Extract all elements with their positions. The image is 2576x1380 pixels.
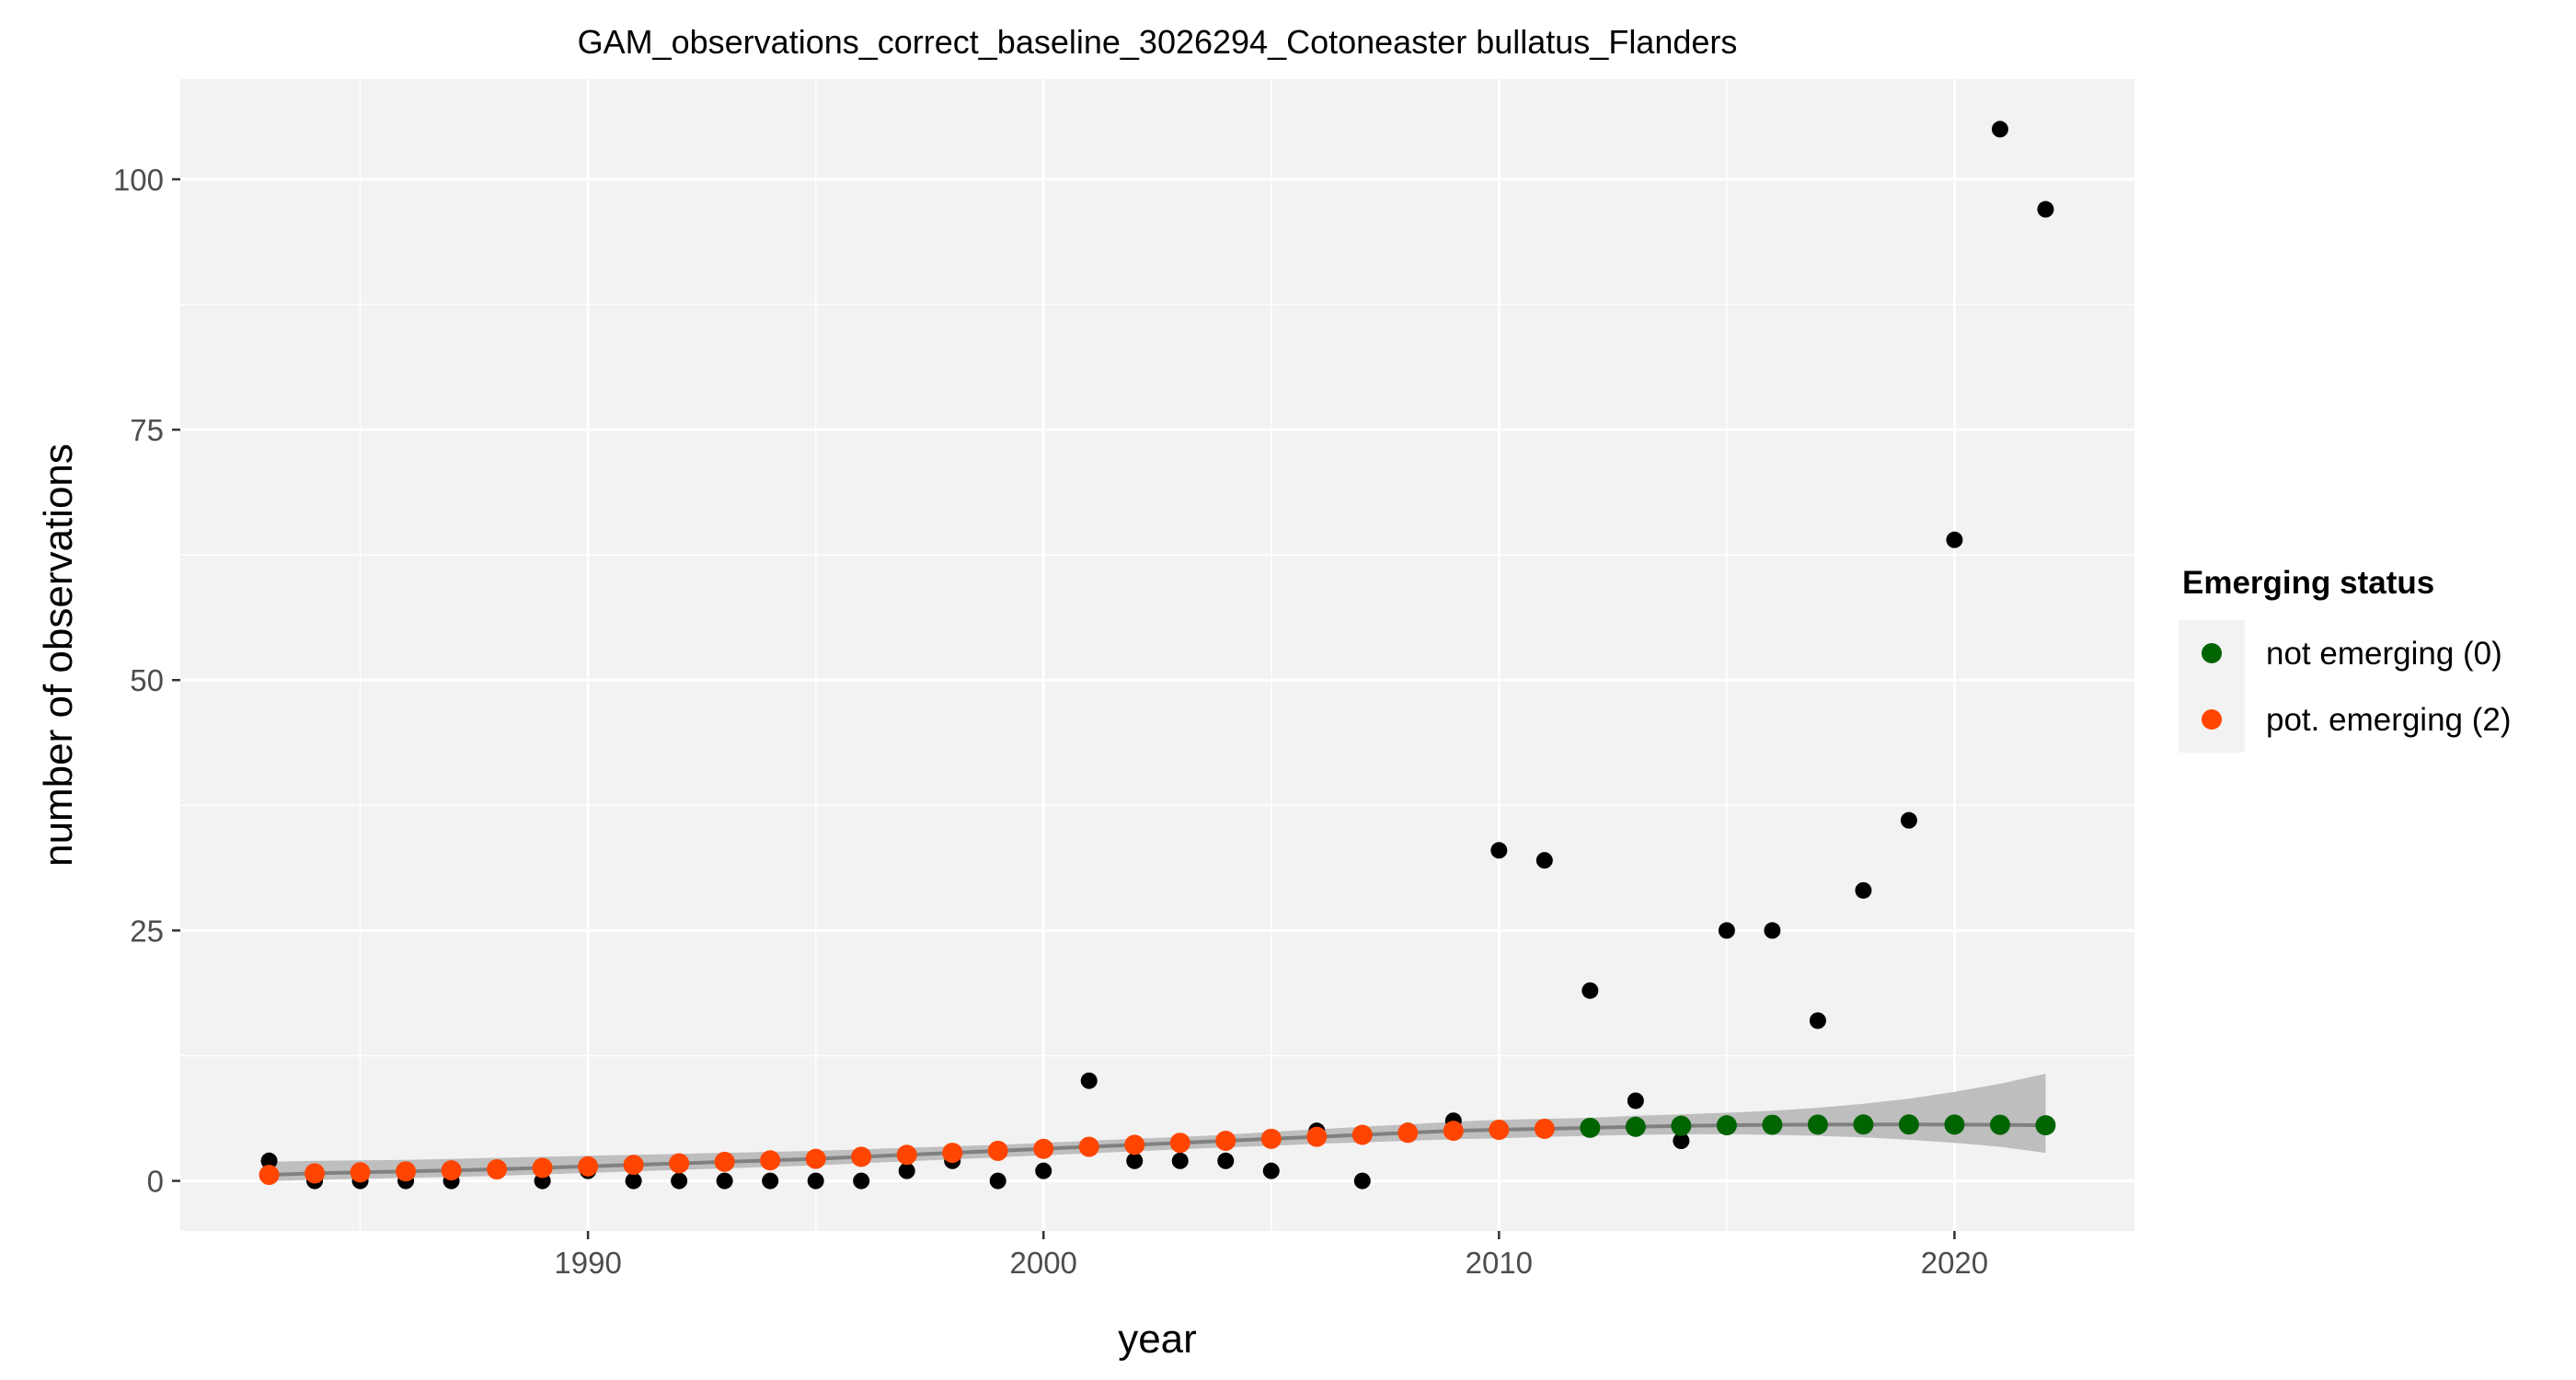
- status-point-pot-emerging: [532, 1157, 553, 1179]
- status-point-not-emerging: [1989, 1114, 2010, 1135]
- observation-point: [2037, 201, 2054, 218]
- observation-point: [1171, 1152, 1189, 1169]
- status-point-pot-emerging: [1215, 1131, 1236, 1152]
- legend-label-pot-emerging: pot. emerging (2): [2266, 702, 2512, 738]
- grid: [180, 79, 2134, 1231]
- y-tick-label: 0: [147, 1165, 164, 1199]
- status-point-pot-emerging: [350, 1162, 371, 1183]
- emerging-status-points: [259, 1114, 2056, 1186]
- observation-point: [1217, 1152, 1235, 1169]
- status-point-pot-emerging: [1078, 1136, 1099, 1157]
- status-point-pot-emerging: [1351, 1124, 1373, 1145]
- status-point-pot-emerging: [805, 1148, 826, 1169]
- legend-title: Emerging status: [2182, 565, 2434, 601]
- observation-point: [1262, 1162, 1280, 1179]
- observation-point: [1535, 852, 1553, 869]
- observation-point: [807, 1172, 824, 1190]
- status-point-not-emerging: [1580, 1117, 1601, 1138]
- status-point-pot-emerging: [259, 1165, 280, 1186]
- plot-panel: [180, 79, 2134, 1231]
- status-point-pot-emerging: [1124, 1134, 1145, 1156]
- x-tick-label: 2000: [1010, 1246, 1077, 1280]
- confidence-band: [269, 1074, 2046, 1181]
- observation-point: [1353, 1172, 1371, 1190]
- status-point-pot-emerging: [1306, 1126, 1328, 1147]
- status-point-pot-emerging: [1534, 1118, 1555, 1139]
- observation-point: [853, 1172, 870, 1190]
- observation-point: [716, 1172, 733, 1190]
- observation-point: [1991, 121, 2008, 138]
- observation-point: [989, 1172, 1006, 1190]
- y-axis: 0 25 50 75 100: [113, 163, 180, 1199]
- observation-point: [671, 1172, 688, 1190]
- status-point-pot-emerging: [1489, 1120, 1510, 1141]
- y-tick-label: 100: [113, 163, 164, 197]
- status-point-not-emerging: [1671, 1115, 1692, 1136]
- observation-point: [1673, 1133, 1690, 1150]
- status-point-pot-emerging: [396, 1161, 417, 1182]
- observation-point: [1627, 1092, 1644, 1110]
- status-point-pot-emerging: [896, 1144, 917, 1166]
- observation-point: [625, 1172, 642, 1190]
- status-point-pot-emerging: [1260, 1128, 1282, 1149]
- legend-key-pot-emerging: [2202, 709, 2222, 730]
- status-point-not-emerging: [1944, 1114, 1965, 1135]
- status-point-pot-emerging: [1033, 1138, 1054, 1159]
- status-point-not-emerging: [1853, 1114, 1874, 1135]
- status-point-not-emerging: [1807, 1114, 1828, 1135]
- status-point-pot-emerging: [714, 1151, 735, 1172]
- x-axis-title: year: [1118, 1317, 1197, 1362]
- legend: Emerging status not emerging (0) pot. em…: [2179, 565, 2512, 753]
- observation-point: [898, 1162, 915, 1179]
- status-point-not-emerging: [1898, 1114, 1919, 1135]
- y-tick-label: 50: [130, 663, 164, 697]
- status-point-pot-emerging: [1443, 1121, 1464, 1142]
- y-axis-title: number of observations: [36, 443, 81, 867]
- status-point-not-emerging: [1762, 1114, 1783, 1135]
- status-point-pot-emerging: [578, 1156, 599, 1177]
- gam-fit-line-path: [269, 1122, 2046, 1177]
- observation-point: [1946, 531, 1963, 548]
- status-point-pot-emerging: [942, 1143, 963, 1164]
- legend-key-not-emerging: [2202, 643, 2222, 663]
- status-point-pot-emerging: [987, 1140, 1008, 1161]
- observation-point: [1490, 842, 1508, 859]
- observation-point: [1080, 1072, 1098, 1089]
- x-tick-label: 1990: [554, 1246, 621, 1280]
- observation-point: [1764, 922, 1781, 939]
- status-point-pot-emerging: [669, 1153, 690, 1174]
- status-point-pot-emerging: [1397, 1122, 1419, 1144]
- observation-point: [1809, 1012, 1826, 1029]
- observation-point: [1581, 982, 1599, 999]
- status-point-pot-emerging: [1169, 1133, 1190, 1154]
- y-tick-label: 25: [130, 914, 164, 948]
- observation-point: [1855, 881, 1872, 899]
- status-point-pot-emerging: [441, 1160, 462, 1181]
- status-point-not-emerging: [2035, 1115, 2056, 1136]
- status-point-not-emerging: [1625, 1116, 1646, 1137]
- status-point-pot-emerging: [851, 1146, 872, 1167]
- legend-key-background: [2179, 620, 2245, 753]
- status-point-pot-emerging: [623, 1155, 644, 1176]
- x-axis: 1990 2000 2010 2020: [554, 1231, 1988, 1280]
- observation-point: [1718, 922, 1735, 939]
- status-point-pot-emerging: [487, 1159, 508, 1180]
- x-tick-label: 2010: [1466, 1246, 1533, 1280]
- y-tick-label: 75: [130, 413, 164, 447]
- x-tick-label: 2020: [1921, 1246, 1988, 1280]
- chart-title: GAM_observations_correct_baseline_302629…: [578, 23, 1738, 61]
- gam-fit-line: [269, 1122, 2046, 1177]
- observation-point: [1126, 1152, 1144, 1169]
- observation-point: [1035, 1162, 1052, 1179]
- gam-confidence-band: [269, 1074, 2046, 1181]
- status-point-pot-emerging: [760, 1150, 781, 1171]
- observation-point: [762, 1172, 779, 1190]
- observation-point: [1900, 811, 1917, 829]
- observation-point: [260, 1152, 278, 1169]
- status-point-not-emerging: [1716, 1115, 1737, 1136]
- legend-label-not-emerging: not emerging (0): [2266, 636, 2502, 672]
- status-point-pot-emerging: [305, 1163, 326, 1184]
